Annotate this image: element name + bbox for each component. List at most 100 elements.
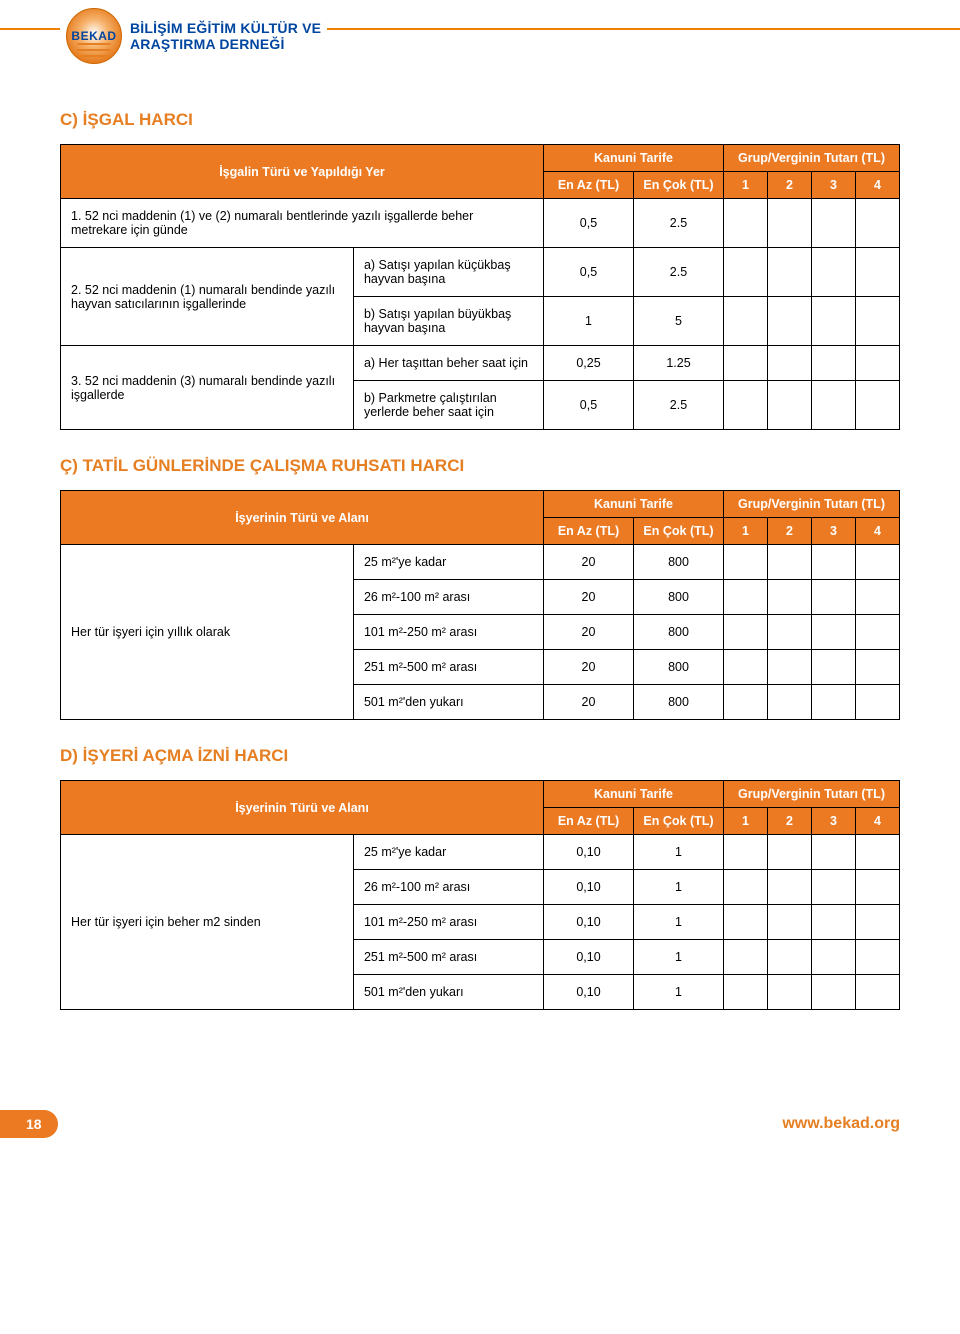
cc-sub-3: 251 m²-500 m² arası (353, 650, 543, 685)
empty-cell (768, 870, 812, 905)
empty-cell (856, 297, 900, 346)
empty-cell (768, 580, 812, 615)
logo-text: BEKAD (71, 29, 116, 43)
d-cok-3: 1 (633, 940, 723, 975)
section-c-title: C) İŞGAL HARCI (60, 110, 900, 130)
empty-cell (856, 545, 900, 580)
cc-sub-4: 501 m²'den yukarı (353, 685, 543, 720)
empty-cell (856, 975, 900, 1010)
hdr-encok: En Çok (TL) (633, 518, 723, 545)
empty-cell (768, 615, 812, 650)
empty-cell (812, 346, 856, 381)
d-cok-4: 1 (633, 975, 723, 1010)
cc-sub-2: 101 m²-250 m² arası (353, 615, 543, 650)
empty-cell (724, 685, 768, 720)
table-row: 2. 52 nci maddenin (1) numaralı bendinde… (61, 248, 900, 297)
d-az-3: 0,10 (543, 940, 633, 975)
d-cok-2: 1 (633, 905, 723, 940)
empty-cell (724, 297, 768, 346)
empty-cell (812, 248, 856, 297)
hdr-g1: 1 (724, 518, 768, 545)
c-r2b-label: b) Satışı yapılan büyükbaş hayvan başına (353, 297, 543, 346)
d-sub-4: 501 m²'den yukarı (353, 975, 543, 1010)
cc-sub-1: 26 m²-100 m² arası (353, 580, 543, 615)
logo-icon: BEKAD (66, 8, 122, 64)
c-r2b-cok: 5 (633, 297, 723, 346)
empty-cell (724, 870, 768, 905)
empty-cell (856, 580, 900, 615)
c-r2a-label: a) Satışı yapılan küçükbaş hayvan başına (353, 248, 543, 297)
empty-cell (812, 545, 856, 580)
empty-cell (856, 346, 900, 381)
cc-az-4: 20 (543, 685, 633, 720)
cc-main-label: Her tür işyeri için yıllık olarak (61, 545, 354, 720)
c-r3b-az: 0,5 (543, 381, 633, 430)
cc-sub-0: 25 m²'ye kadar (353, 545, 543, 580)
empty-cell (724, 615, 768, 650)
section-cc-title: Ç) TATİL GÜNLERİNDE ÇALIŞMA RUHSATI HARC… (60, 456, 900, 476)
empty-cell (856, 835, 900, 870)
hdr-kanuni: Kanuni Tarife (543, 491, 723, 518)
d-cok-1: 1 (633, 870, 723, 905)
c-r3a-cok: 1.25 (633, 346, 723, 381)
cc-cok-3: 800 (633, 650, 723, 685)
hdr-enaz: En Az (TL) (543, 518, 633, 545)
empty-cell (724, 346, 768, 381)
empty-cell (856, 685, 900, 720)
page-header: BEKAD BİLİŞİM EĞİTİM KÜLTÜR VE ARAŞTIRMA… (0, 8, 960, 64)
section-d-title: D) İŞYERİ AÇMA İZNİ HARCI (60, 746, 900, 766)
hdr-left: İşyerinin Türü ve Alanı (61, 491, 544, 545)
empty-cell (856, 199, 900, 248)
page-body: C) İŞGAL HARCI İşgalin Türü ve Yapıldığı… (0, 64, 960, 1050)
empty-cell (812, 650, 856, 685)
c-r3a-label: a) Her taşıttan beher saat için (353, 346, 543, 381)
table-row: Her tür işyeri için yıllık olarak 25 m²'… (61, 545, 900, 580)
empty-cell (724, 248, 768, 297)
empty-cell (812, 835, 856, 870)
c-r3a-az: 0,25 (543, 346, 633, 381)
page-footer: 18 www.bekad.org (0, 1110, 960, 1168)
cc-cok-1: 800 (633, 580, 723, 615)
empty-cell (812, 905, 856, 940)
table-row: 3. 52 nci maddenin (3) numaralı bendinde… (61, 346, 900, 381)
hdr-left: İşyerinin Türü ve Alanı (61, 781, 544, 835)
empty-cell (812, 199, 856, 248)
empty-cell (856, 940, 900, 975)
empty-cell (812, 870, 856, 905)
c-r2a-cok: 2.5 (633, 248, 723, 297)
empty-cell (768, 650, 812, 685)
cc-az-1: 20 (543, 580, 633, 615)
hdr-g4: 4 (856, 518, 900, 545)
c-r3b-label: b) Parkmetre çalıştırılan yerlerde beher… (353, 381, 543, 430)
table-cc: İşyerinin Türü ve Alanı Kanuni Tarife Gr… (60, 490, 900, 720)
empty-cell (768, 199, 812, 248)
empty-cell (812, 381, 856, 430)
d-sub-0: 25 m²'ye kadar (353, 835, 543, 870)
hdr-left: İşgalin Türü ve Yapıldığı Yer (61, 145, 544, 199)
empty-cell (768, 835, 812, 870)
d-sub-2: 101 m²-250 m² arası (353, 905, 543, 940)
table-c: İşgalin Türü ve Yapıldığı Yer Kanuni Tar… (60, 144, 900, 430)
c-r2-label: 2. 52 nci maddenin (1) numaralı bendinde… (61, 248, 354, 346)
empty-cell (724, 940, 768, 975)
empty-cell (856, 870, 900, 905)
d-az-1: 0,10 (543, 870, 633, 905)
empty-cell (812, 940, 856, 975)
logo-block: BEKAD BİLİŞİM EĞİTİM KÜLTÜR VE ARAŞTIRMA… (60, 8, 327, 64)
hdr-g2: 2 (768, 808, 812, 835)
empty-cell (856, 381, 900, 430)
c-r3-label: 3. 52 nci maddenin (3) numaralı bendinde… (61, 346, 354, 430)
d-sub-1: 26 m²-100 m² arası (353, 870, 543, 905)
empty-cell (856, 248, 900, 297)
table-row: 1. 52 nci maddenin (1) ve (2) numaralı b… (61, 199, 900, 248)
d-az-4: 0,10 (543, 975, 633, 1010)
empty-cell (724, 545, 768, 580)
d-main-label: Her tür işyeri için beher m2 sinden (61, 835, 354, 1010)
c-r1-az: 0,5 (543, 199, 633, 248)
logo-stripes-icon (77, 43, 111, 57)
empty-cell (812, 975, 856, 1010)
hdr-grup: Grup/Verginin Tutarı (TL) (724, 145, 900, 172)
cc-cok-0: 800 (633, 545, 723, 580)
empty-cell (724, 650, 768, 685)
empty-cell (724, 975, 768, 1010)
